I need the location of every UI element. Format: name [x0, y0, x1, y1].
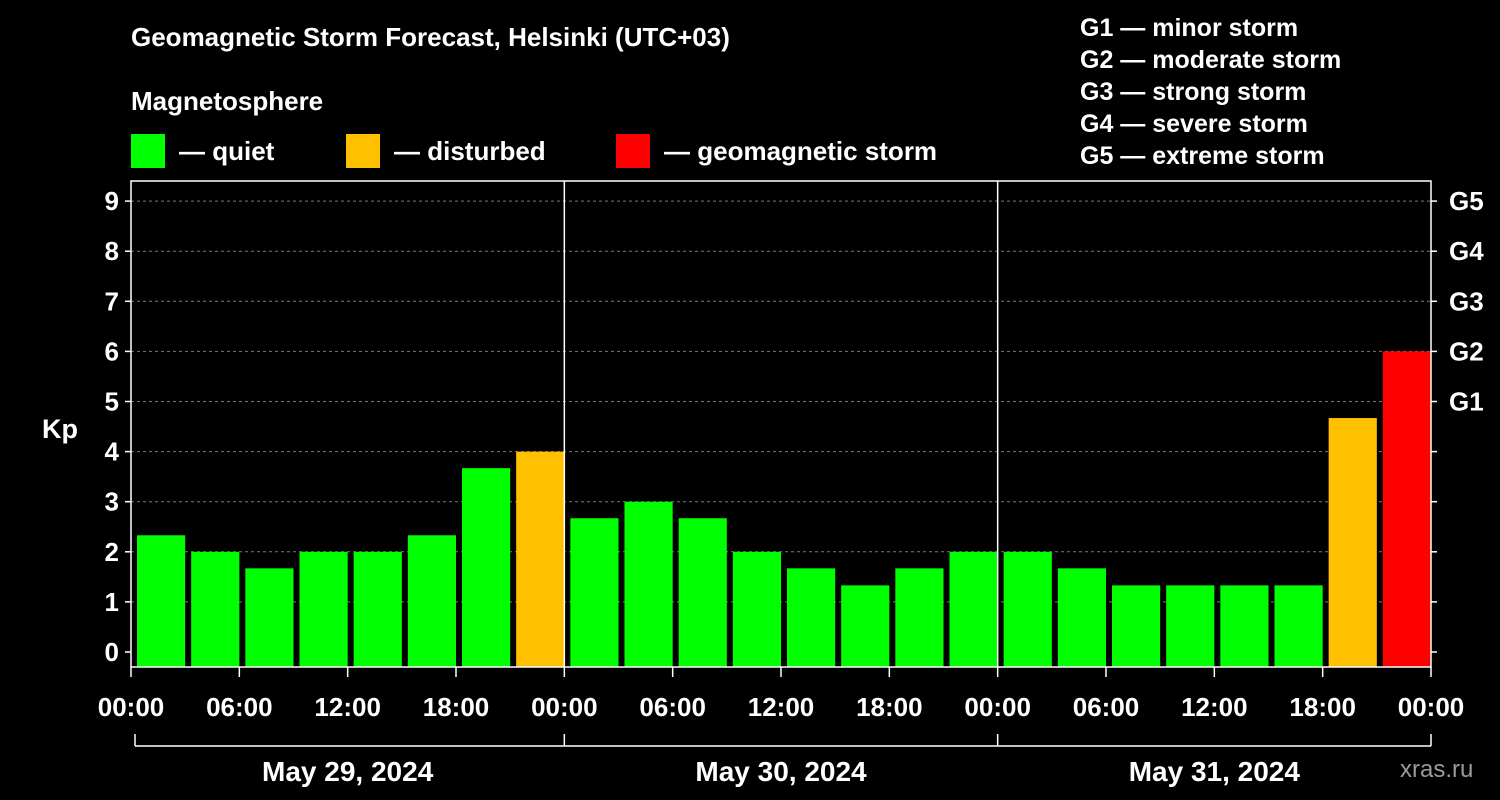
g-scale-g3: G3 — strong storm [1080, 78, 1307, 106]
bar-12 [787, 568, 836, 667]
g-scale-g1: G1 — minor storm [1080, 14, 1299, 42]
legend-storm: — geomagnetic storm [616, 134, 937, 168]
chart-subtitle: Magnetosphere [131, 86, 324, 116]
bar-15 [949, 551, 998, 667]
g-tick-label-0: G1 [1449, 387, 1484, 417]
credit-text: xras.ru [1400, 756, 1474, 783]
bar-17 [1057, 568, 1106, 667]
bar-18 [1112, 585, 1161, 667]
bar-5 [407, 535, 456, 667]
y-tick-label-9: 9 [105, 186, 119, 216]
legend-quiet: — quiet [131, 134, 274, 168]
legend-disturbed: — disturbed [346, 134, 546, 168]
x-tick-label-1: 06:00 [206, 692, 273, 722]
bar-14 [895, 568, 944, 667]
bar-4 [353, 551, 402, 667]
x-tick-label-11: 18:00 [1289, 692, 1356, 722]
legend-swatch-storm [616, 134, 650, 168]
x-tick-label-12: 00:00 [1398, 692, 1465, 722]
x-tick-label-4: 00:00 [531, 692, 598, 722]
bar-7 [516, 451, 565, 667]
bar-13 [841, 585, 890, 667]
g-tick-label-1: G2 [1449, 336, 1484, 366]
legend-label-quiet: — quiet [179, 135, 275, 166]
bar-23 [1382, 351, 1431, 667]
y-axis-label: Kp [42, 414, 78, 444]
y-tick-label-6: 6 [105, 336, 119, 366]
bar-6 [462, 468, 511, 667]
bar-11 [732, 551, 781, 667]
chart-title: Geomagnetic Storm Forecast, Helsinki (UT… [131, 22, 730, 52]
bar-20 [1220, 585, 1269, 667]
g-tick-label-2: G3 [1449, 286, 1484, 316]
y-tick-label-4: 4 [105, 437, 120, 467]
day-label-0: May 29, 2024 [262, 756, 434, 787]
y-tick-label-7: 7 [105, 286, 119, 316]
y-tick-label-3: 3 [105, 487, 119, 517]
x-tick-label-2: 12:00 [314, 692, 381, 722]
day-label-2: May 31, 2024 [1129, 756, 1301, 787]
legend-swatch-disturbed [346, 134, 380, 168]
g-tick-label-3: G4 [1449, 236, 1484, 266]
y-tick-label-1: 1 [105, 587, 119, 617]
x-tick-label-9: 06:00 [1073, 692, 1140, 722]
bar-10 [678, 518, 727, 667]
legend-label-disturbed: — disturbed [394, 135, 546, 166]
bar-3 [299, 551, 348, 667]
legend-swatch-quiet [131, 134, 165, 168]
x-tick-label-3: 18:00 [423, 692, 490, 722]
bar-9 [624, 501, 673, 667]
x-tick-label-10: 12:00 [1181, 692, 1248, 722]
x-tick-label-5: 06:00 [639, 692, 706, 722]
x-tick-label-0: 00:00 [98, 692, 165, 722]
bar-21 [1274, 585, 1323, 667]
bar-2 [245, 568, 294, 667]
bar-19 [1166, 585, 1215, 667]
y-tick-label-8: 8 [105, 236, 119, 266]
y-tick-label-5: 5 [105, 387, 119, 417]
g-scale-g4: G4 — severe storm [1080, 110, 1308, 138]
bar-22 [1328, 418, 1377, 667]
g-tick-label-4: G5 [1449, 186, 1484, 216]
bar-0 [137, 535, 186, 667]
day-label-1: May 30, 2024 [695, 756, 867, 787]
y-tick-label-2: 2 [105, 537, 119, 567]
bar-16 [1003, 551, 1052, 667]
legend-label-storm: — geomagnetic storm [664, 135, 938, 166]
g-scale-g5: G5 — extreme storm [1080, 142, 1325, 170]
g-scale-g2: G2 — moderate storm [1080, 46, 1342, 74]
x-tick-label-8: 00:00 [964, 692, 1031, 722]
x-tick-label-6: 12:00 [748, 692, 815, 722]
bar-1 [191, 551, 240, 667]
x-tick-label-7: 18:00 [856, 692, 923, 722]
bar-8 [570, 518, 619, 667]
y-tick-label-0: 0 [105, 637, 119, 667]
